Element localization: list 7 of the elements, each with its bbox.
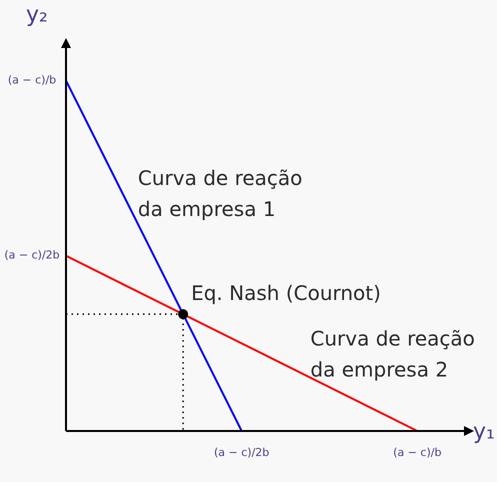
y-axis-title: y₂ [26, 2, 48, 28]
series-label: Curva de reação da empresa 1 [138, 166, 302, 222]
text: (a − c)/2b [4, 248, 60, 262]
x-axis-title: y₁ [473, 420, 495, 445]
annotation: Eq. Nash (Cournot) [191, 281, 381, 306]
text: (a − c)/b [8, 73, 56, 86]
series-label: Curva de reação da empresa 2 [310, 326, 475, 382]
